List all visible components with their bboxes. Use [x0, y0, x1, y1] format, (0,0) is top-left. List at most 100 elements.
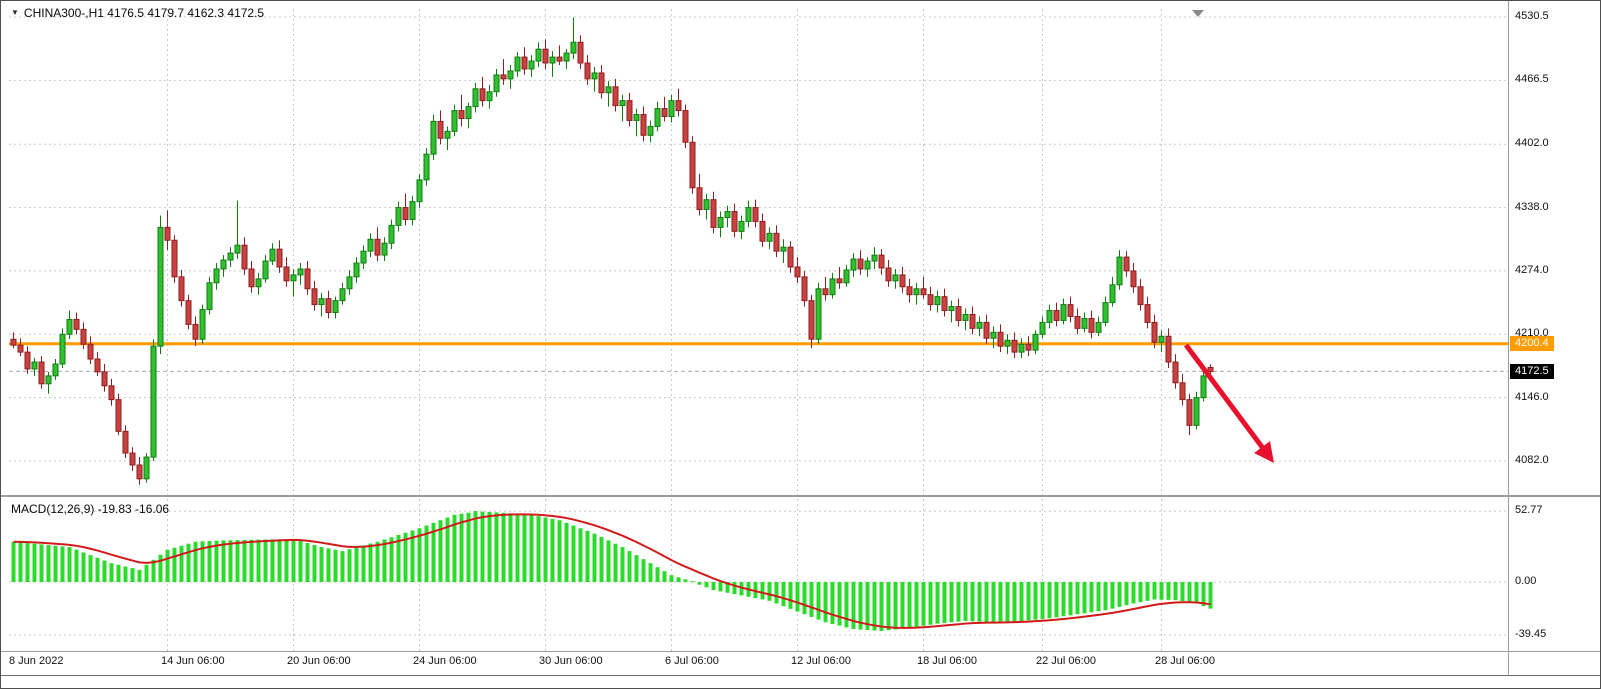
- macd-bar: [725, 582, 730, 593]
- candle: [416, 179, 423, 203]
- candle: [318, 298, 325, 306]
- macd-indicator-label: MACD(12,26,9) -19.83 -16.06: [11, 502, 170, 516]
- candle: [472, 88, 479, 108]
- macd-bar: [88, 555, 93, 582]
- candle: [66, 318, 73, 335]
- symbol-overlay: ▼ CHINA300-,H1 4176.5 4179.7 4162.3 4172.…: [11, 6, 264, 20]
- macd-bar: [788, 582, 793, 609]
- macd-bar: [676, 577, 681, 582]
- candle: [1109, 284, 1116, 304]
- macd-bar: [620, 547, 625, 582]
- macd-bar: [1173, 582, 1178, 601]
- macd-bar: [585, 530, 590, 582]
- candle: [647, 125, 654, 136]
- macd-bar: [1096, 582, 1101, 612]
- candle: [374, 238, 381, 256]
- macd-bar: [935, 582, 940, 624]
- macd-bar: [529, 514, 534, 582]
- macd-bar: [564, 522, 569, 582]
- candle: [1116, 256, 1123, 286]
- candle: [892, 274, 899, 282]
- price-axis-label: 4466.5: [1515, 73, 1549, 86]
- macd-bar: [256, 539, 261, 582]
- macd-bar: [865, 582, 870, 631]
- macd-bar: [900, 582, 905, 629]
- time-axis-label: 30 Jun 06:00: [539, 655, 603, 667]
- macd-bar: [151, 559, 156, 582]
- candle: [633, 114, 640, 121]
- macd-bar: [872, 582, 877, 631]
- macd-bar: [627, 551, 632, 582]
- macd-bar: [781, 582, 786, 607]
- candle: [395, 207, 402, 226]
- macd-bar: [158, 554, 163, 582]
- candle: [101, 371, 108, 387]
- macd-bar: [179, 545, 184, 582]
- candle: [878, 254, 885, 269]
- macd-bar: [914, 582, 919, 627]
- price-axis-label: 4146.0: [1515, 390, 1549, 403]
- candle: [178, 276, 185, 302]
- candle: [290, 274, 297, 282]
- macd-bar: [452, 514, 457, 582]
- candle: [577, 41, 584, 64]
- candle: [1102, 302, 1109, 323]
- macd-bar: [340, 551, 345, 582]
- macd-bar: [858, 582, 863, 630]
- macd-bar: [1089, 582, 1094, 613]
- candle: [360, 250, 367, 264]
- candle: [10, 338, 17, 346]
- hline-price-tag[interactable]: 4200.4: [1510, 336, 1554, 352]
- macd-bar: [655, 567, 660, 582]
- candle: [87, 343, 94, 360]
- candle: [38, 361, 45, 385]
- candle: [1186, 399, 1193, 426]
- macd-bar: [536, 516, 541, 582]
- macd-bar: [515, 513, 520, 582]
- candle: [248, 268, 255, 288]
- macd-bar: [1026, 582, 1031, 621]
- macd-bar: [711, 582, 716, 591]
- macd-bar: [445, 517, 450, 582]
- macd-bar: [494, 512, 499, 582]
- candle: [906, 286, 913, 296]
- macd-bar: [1166, 582, 1171, 600]
- candle: [598, 72, 605, 94]
- candle: [745, 207, 752, 222]
- macd-bar: [508, 513, 513, 582]
- candle: [129, 452, 136, 466]
- macd-bar: [242, 539, 247, 582]
- candle: [724, 211, 731, 218]
- chart-dropdown-icon[interactable]: ▼: [11, 8, 19, 17]
- macd-bar: [249, 539, 254, 582]
- macd-bar: [921, 582, 926, 626]
- candle: [948, 306, 955, 312]
- candle: [570, 41, 577, 54]
- macd-bar: [375, 541, 380, 582]
- macd-bar: [1054, 582, 1059, 618]
- candle: [801, 276, 808, 302]
- macd-bar: [613, 543, 618, 582]
- macd-bar: [403, 532, 408, 582]
- candle: [192, 323, 199, 340]
- macd-bar: [1047, 582, 1052, 619]
- candle: [402, 207, 409, 220]
- candle: [52, 363, 59, 377]
- candle: [773, 232, 780, 252]
- macd-bar: [970, 582, 975, 622]
- macd-bar: [270, 539, 275, 582]
- candle: [563, 52, 570, 62]
- macd-bar: [1005, 582, 1010, 622]
- macd-bar: [67, 547, 72, 582]
- macd-bar: [382, 539, 387, 582]
- macd-bar: [18, 542, 23, 582]
- candle: [500, 74, 507, 80]
- candle: [934, 296, 941, 306]
- macd-bar: [172, 547, 177, 582]
- candle: [339, 288, 346, 302]
- macd-bar: [263, 539, 268, 582]
- candle: [220, 259, 227, 270]
- macd-bar: [11, 541, 16, 582]
- candle: [794, 266, 801, 278]
